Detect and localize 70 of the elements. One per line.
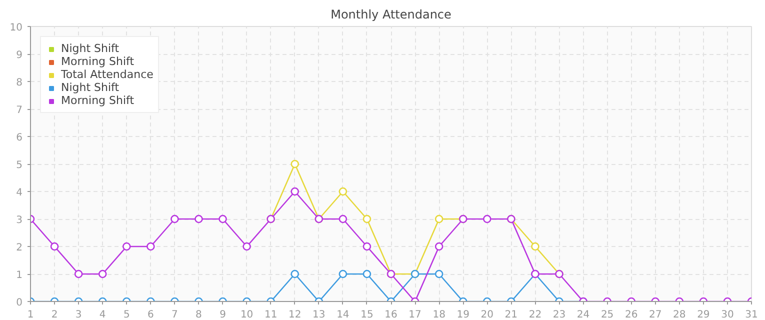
y-tick-label: 9	[16, 50, 23, 61]
y-tick-label: 2	[16, 242, 23, 254]
y-tick-label: 7	[16, 105, 23, 116]
x-tick-label: 15	[360, 310, 374, 320]
point	[362, 270, 372, 278]
x-tick-label: 11	[264, 310, 278, 320]
x-tick-label: 17	[408, 310, 422, 320]
point	[338, 214, 348, 224]
point	[218, 214, 227, 224]
y-tick-label: 8	[16, 78, 23, 88]
y-tick-label: 10	[10, 22, 23, 34]
x-tick-label: 29	[697, 310, 710, 320]
y-tick-label: 4	[16, 188, 23, 198]
point	[482, 214, 492, 224]
x-tick-label: 8	[196, 310, 202, 320]
x-tick-label: 19	[456, 310, 470, 320]
x-tick-label: 24	[576, 310, 590, 320]
x-tick-label: 22	[528, 310, 542, 320]
x-tick-label: 3	[75, 310, 82, 320]
x-tick-label: 13	[312, 310, 326, 320]
x-tick-label: 21	[504, 310, 518, 320]
point	[290, 187, 300, 196]
point	[434, 242, 444, 251]
x-tick-label: 30	[721, 310, 734, 320]
x-tick-label: 9	[220, 310, 226, 320]
point	[531, 242, 540, 251]
point	[362, 242, 372, 251]
point	[242, 242, 251, 251]
legend-label: Total Attendance	[61, 68, 154, 81]
y-tick-label: 0	[16, 298, 23, 308]
point	[122, 242, 131, 251]
x-tick-label: 2	[51, 310, 58, 320]
point	[50, 242, 59, 251]
x-tick-label: 12	[288, 310, 302, 320]
x-tick-label: 10	[240, 310, 254, 320]
y-tick-label: 5	[16, 160, 23, 171]
legend-label: Night Shift	[61, 81, 120, 94]
point	[434, 214, 444, 224]
x-tick-label: 6	[147, 310, 154, 320]
x-tick-label: 1	[27, 310, 34, 320]
x-tick-label: 26	[624, 310, 638, 320]
legend-label: Morning Shift	[61, 94, 134, 107]
point	[194, 214, 203, 224]
point	[362, 214, 372, 224]
x-tick-label: 23	[552, 310, 566, 320]
point	[338, 270, 348, 278]
x-tick-label: 14	[336, 310, 350, 320]
x-tick-label: 7	[172, 310, 178, 320]
x-tick-label: 20	[480, 310, 494, 320]
x-tick-label: 28	[673, 310, 686, 320]
x-tick-label: 27	[649, 310, 662, 320]
point	[74, 270, 83, 278]
y-tick-label: 1	[16, 270, 23, 281]
x-tick-label: 4	[99, 310, 106, 320]
x-tick-label: 31	[745, 310, 758, 320]
chart-title: Monthly Attendance	[330, 8, 452, 22]
x-tick-label: 5	[123, 310, 130, 320]
x-tick-label: 16	[384, 310, 398, 320]
y-tick-label: 3	[16, 215, 23, 226]
y-tick-label: 6	[16, 132, 23, 144]
x-tick-label: 25	[600, 310, 614, 320]
point	[434, 270, 444, 278]
point	[146, 242, 155, 251]
point	[338, 187, 348, 196]
legend-label: Night Shift	[61, 42, 120, 55]
point	[170, 214, 179, 224]
point	[290, 270, 300, 278]
x-tick-label: 18	[432, 310, 446, 320]
point	[98, 270, 107, 278]
legend-label: Morning Shift	[61, 55, 134, 68]
